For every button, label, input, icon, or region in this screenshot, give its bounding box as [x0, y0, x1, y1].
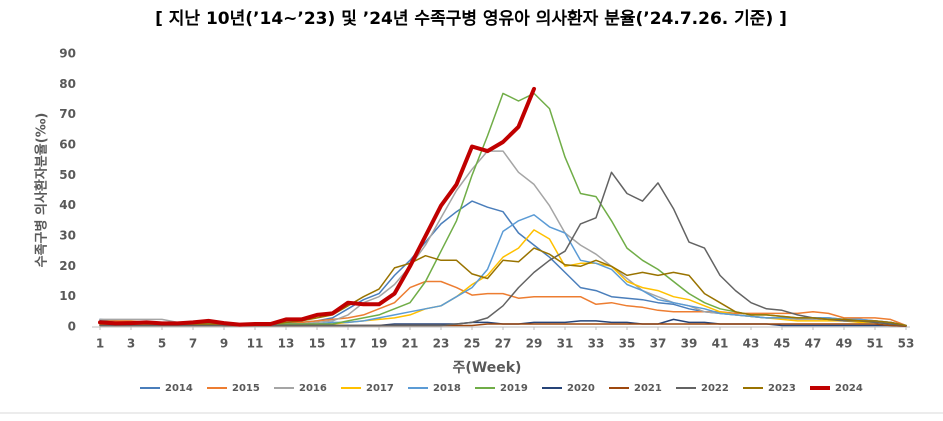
x-tick-label: 47 — [805, 337, 822, 351]
y-axis-title: 수족구병 의사환자분율(‰) — [34, 113, 50, 268]
x-tick-label: 21 — [402, 337, 419, 351]
y-tick-label: 60 — [59, 138, 76, 152]
y-tick-label: 90 — [59, 47, 76, 61]
legend-label: 2014 — [165, 383, 193, 394]
y-tick-label: 0 — [68, 320, 76, 334]
legend-label: 2020 — [567, 383, 595, 394]
legend-label: 2018 — [433, 383, 461, 394]
x-tick-label: 31 — [557, 337, 574, 351]
legend-label: 2021 — [634, 383, 662, 394]
x-tick-label: 37 — [650, 337, 667, 351]
x-tick-label: 5 — [158, 337, 166, 351]
y-tick-label: 30 — [59, 229, 76, 243]
x-tick-label: 25 — [464, 337, 481, 351]
x-tick-label: 45 — [774, 337, 791, 351]
x-tick-label: 39 — [681, 337, 698, 351]
legend-label: 2017 — [366, 383, 394, 394]
chart-title: [ 지난 10년(’14~’23) 및 ’24년 수족구병 영유아 의사환자 분… — [155, 9, 787, 29]
x-tick-label: 15 — [309, 337, 326, 351]
x-tick-label: 3 — [127, 337, 135, 351]
x-tick-label: 53 — [898, 337, 915, 351]
x-axis-title: 주(Week) — [453, 360, 522, 376]
y-tick-label: 50 — [59, 168, 76, 182]
series-line — [99, 150, 907, 327]
series-line — [99, 171, 907, 327]
series-line — [98, 86, 536, 327]
x-tick-label: 41 — [712, 337, 729, 351]
y-tick-label: 10 — [59, 289, 76, 303]
x-tick-label: 51 — [867, 337, 884, 351]
y-tick-label: 70 — [59, 107, 76, 121]
legend-label: 2019 — [500, 383, 528, 394]
series-line — [99, 200, 907, 327]
y-tick-label: 80 — [59, 77, 76, 91]
x-tick-label: 11 — [247, 337, 264, 351]
y-tick-label: 20 — [59, 259, 76, 273]
x-tick-label: 29 — [526, 337, 543, 351]
x-tick-label: 1 — [96, 337, 104, 351]
x-tick-label: 35 — [619, 337, 636, 351]
x-tick-label: 43 — [743, 337, 760, 351]
x-tick-label: 27 — [495, 337, 512, 351]
x-tick-label: 19 — [371, 337, 388, 351]
x-tick-label: 17 — [340, 337, 357, 351]
legend-label: 2016 — [299, 383, 327, 394]
x-tick-label: 33 — [588, 337, 605, 351]
legend-label: 2024 — [835, 383, 863, 394]
series-line — [99, 214, 907, 327]
legend-label: 2023 — [768, 383, 796, 394]
x-tick-label: 13 — [278, 337, 295, 351]
legend-label: 2015 — [232, 383, 260, 394]
x-tick-label: 23 — [433, 337, 450, 351]
x-tick-label: 7 — [189, 337, 197, 351]
x-tick-label: 49 — [836, 337, 853, 351]
legend-label: 2022 — [701, 383, 729, 394]
x-tick-label: 9 — [220, 337, 228, 351]
y-tick-label: 40 — [59, 198, 76, 212]
series-line — [99, 92, 907, 327]
